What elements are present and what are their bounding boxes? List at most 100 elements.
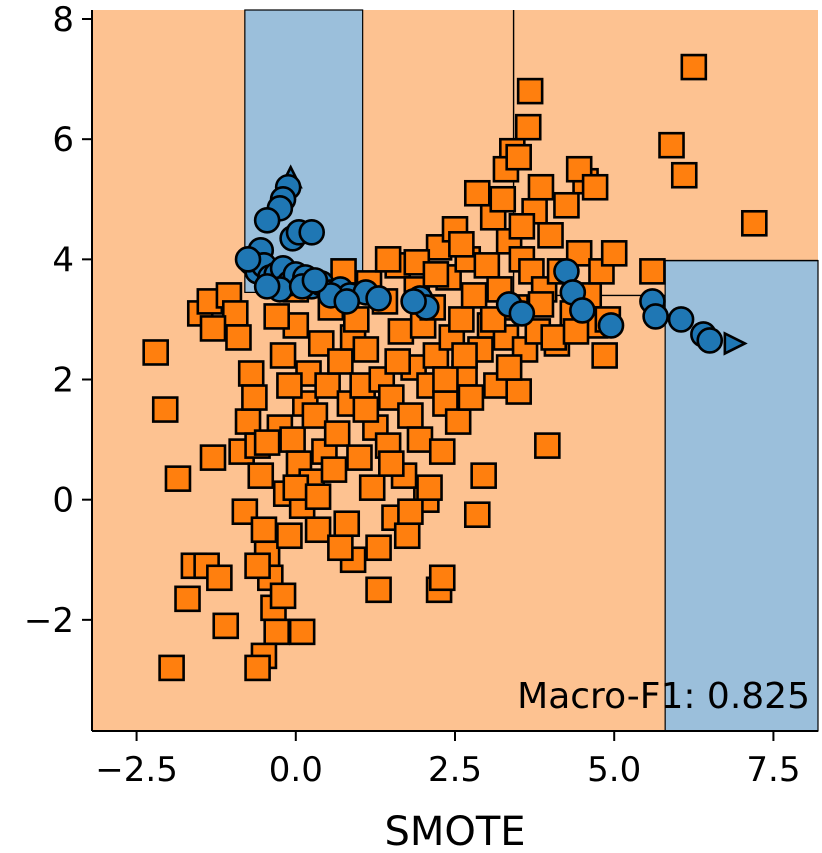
macro-f1-annotation: Macro-F1: 0.825	[517, 676, 810, 717]
majority-point	[448, 306, 475, 333]
x-tick-label: 5.0	[587, 750, 641, 790]
majority-point	[276, 522, 303, 550]
majority-point	[164, 465, 192, 492]
axes: −2.5 0.0 2.5 5.0 7.5 −2 0 2 4 6 8	[24, 0, 818, 790]
minority-region	[664, 259, 819, 732]
majority-point	[151, 396, 179, 423]
minority-point	[569, 297, 596, 324]
majority-point	[639, 258, 666, 285]
majority-point	[658, 131, 685, 159]
y-tick-label: 4	[52, 240, 74, 280]
majority-point	[320, 456, 348, 483]
y-tick-label: 6	[52, 120, 74, 160]
majority-point	[365, 534, 392, 562]
x-tick-label: 2.5	[428, 750, 482, 790]
majority-point	[397, 402, 424, 429]
majority-point	[393, 522, 421, 550]
majority-point	[304, 483, 332, 510]
majority-point	[473, 252, 501, 279]
y-tick-label: 2	[52, 361, 74, 401]
majority-point	[428, 564, 456, 592]
majority-point	[301, 402, 329, 429]
majority-point	[269, 582, 297, 610]
majority-point	[352, 396, 380, 423]
majority-point	[327, 348, 354, 375]
minority-point	[234, 246, 262, 273]
majority-point	[537, 222, 564, 249]
majority-point	[600, 240, 628, 267]
majority-point	[352, 336, 380, 363]
minority-arrow-marker	[723, 331, 748, 356]
minority-point	[253, 206, 281, 234]
majority-point	[516, 77, 544, 105]
minority-point	[642, 303, 669, 330]
majority-point	[432, 366, 459, 393]
majority-point	[288, 618, 316, 646]
majority-point	[142, 339, 169, 366]
y-tick-label: −2	[24, 601, 74, 641]
majority-point	[244, 552, 271, 580]
majority-point	[591, 342, 618, 369]
majority-point	[282, 474, 310, 501]
majority-point	[263, 618, 290, 646]
majority-point	[323, 420, 351, 447]
minority-point	[253, 273, 281, 300]
majority-point	[174, 585, 201, 613]
minority-point	[597, 312, 625, 339]
majority-point	[460, 282, 488, 309]
majority-point	[225, 324, 252, 351]
majority-point	[470, 462, 497, 489]
majority-point	[206, 564, 233, 592]
majority-point	[406, 426, 434, 453]
majority-point	[495, 354, 523, 381]
majority-point	[463, 179, 491, 207]
majority-point	[540, 324, 568, 351]
x-tick-label: 7.5	[746, 750, 800, 790]
majority-point	[374, 246, 402, 273]
majority-point	[448, 231, 475, 258]
majority-point	[199, 315, 227, 342]
majority-point	[527, 173, 555, 201]
majority-point	[489, 185, 517, 213]
majority-point	[428, 438, 456, 465]
majority-point	[358, 474, 386, 501]
decision-regions	[92, 9, 819, 732]
majority-point	[378, 450, 405, 477]
majority-point	[327, 534, 354, 562]
majority-point	[741, 209, 768, 237]
majority-point	[237, 360, 265, 387]
majority-point	[416, 474, 443, 501]
majority-point	[346, 444, 373, 471]
majority-point	[244, 654, 271, 682]
majority-point	[199, 444, 227, 471]
minority-point	[667, 306, 695, 333]
minority-point	[365, 285, 392, 312]
minority-point	[298, 219, 326, 246]
minority-point	[400, 288, 427, 315]
majority-point	[221, 300, 249, 327]
majority-point	[514, 113, 542, 141]
majority-point	[333, 510, 361, 538]
majority-point	[534, 432, 561, 459]
majority-point	[553, 191, 580, 219]
majority-point	[253, 429, 281, 456]
minority-class-points	[234, 164, 748, 356]
majority-point	[527, 291, 555, 318]
majority-point	[581, 173, 609, 201]
majority-point	[384, 348, 411, 375]
minority-point	[696, 327, 724, 354]
x-axis-label: SMOTE	[384, 809, 525, 853]
majority-point	[263, 303, 290, 330]
y-tick-label: 0	[52, 481, 74, 521]
majority-point	[457, 384, 485, 411]
majority-point	[304, 516, 332, 544]
majority-point	[505, 143, 532, 171]
majority-point	[314, 372, 341, 399]
majority-point	[387, 318, 415, 345]
majority-point	[670, 161, 698, 189]
majority-point	[505, 378, 532, 405]
minority-point	[333, 288, 361, 315]
minority-point	[301, 267, 329, 294]
minority-point	[508, 300, 536, 327]
